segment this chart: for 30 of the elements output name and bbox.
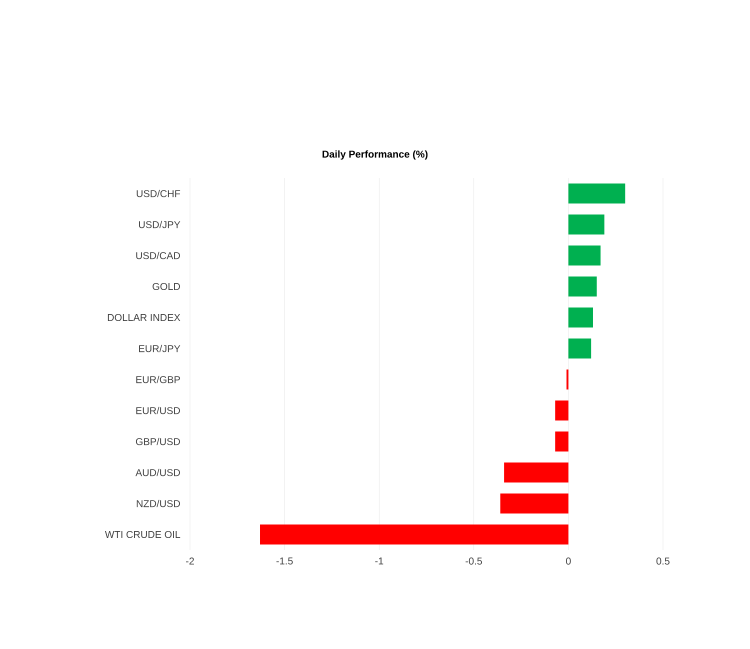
x-tick-label: -2: [186, 558, 194, 565]
y-tick-label: DOLLAR INDEX: [108, 314, 180, 322]
bar: [568, 246, 601, 266]
bar: [500, 494, 568, 514]
x-tick-label: -0.5: [466, 558, 482, 565]
chart-title: Daily Performance (%): [322, 150, 428, 160]
bar: [568, 308, 593, 328]
bar: [568, 338, 592, 359]
bar: [504, 462, 568, 483]
y-tick-label: AUD/USD: [135, 468, 180, 476]
bar: [555, 432, 568, 452]
y-tick-label: NZD/USD: [136, 500, 180, 508]
y-tick-label: WTI CRUDE OIL: [104, 530, 180, 538]
y-tick-label: EUR/JPY: [139, 344, 180, 352]
x-tick-label: -1.5: [276, 558, 293, 565]
y-tick-label: GBP/USD: [136, 438, 180, 446]
y-tick-label: GOLD: [152, 282, 180, 290]
bar: [568, 276, 597, 297]
y-tick-label: EUR/GBP: [136, 376, 180, 384]
bar: [260, 524, 568, 545]
y-tick-label: USD/CHF: [136, 190, 180, 198]
bar: [568, 184, 626, 204]
x-tick-label: -1: [375, 558, 384, 564]
bar: [555, 400, 568, 421]
y-tick-label: USD/CAD: [136, 252, 180, 260]
y-tick-label: EUR/USD: [136, 406, 180, 414]
y-tick-label: USD/JPY: [139, 220, 180, 228]
x-tick-label: 0.5: [656, 558, 670, 565]
bar: [568, 214, 604, 235]
x-tick-label: 0: [566, 558, 571, 565]
